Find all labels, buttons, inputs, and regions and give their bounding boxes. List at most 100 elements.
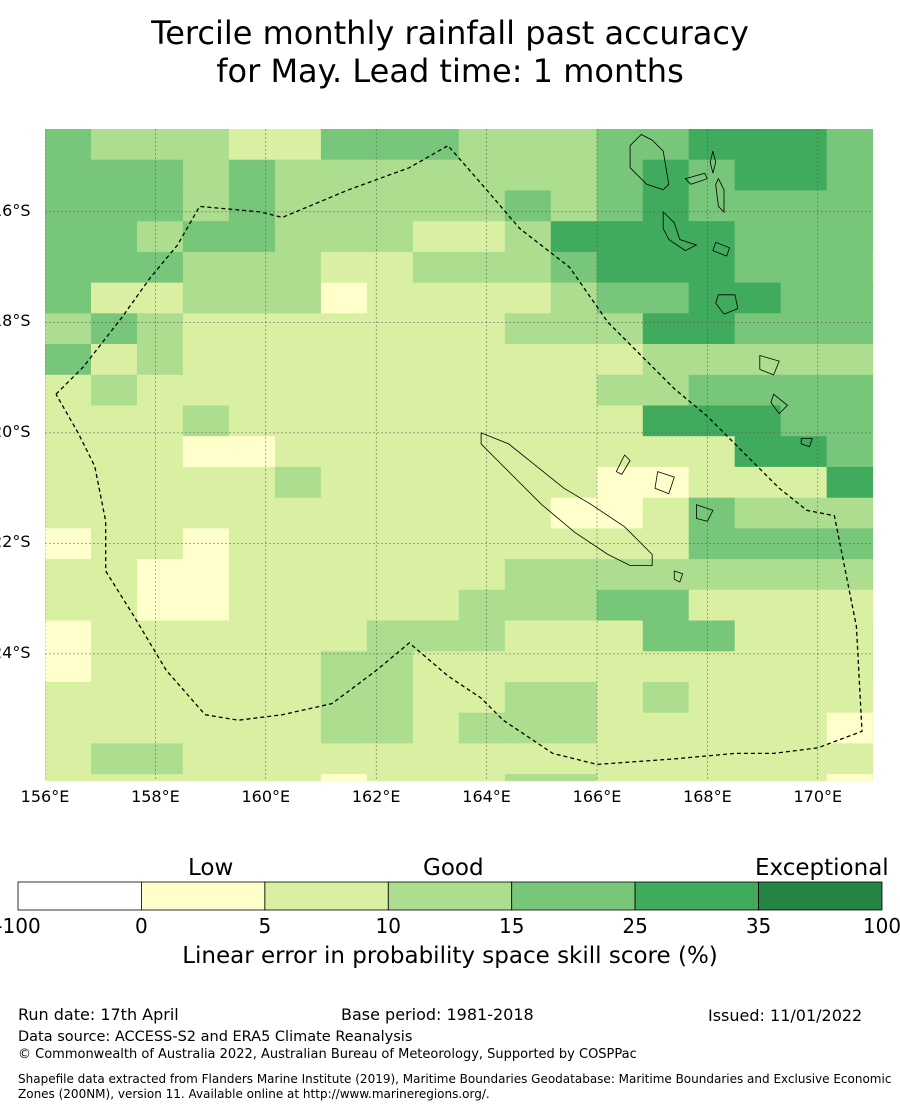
skill-cell bbox=[137, 651, 184, 683]
skill-cell bbox=[504, 682, 552, 714]
skill-cell bbox=[228, 497, 276, 529]
skill-cell bbox=[872, 774, 873, 781]
skill-cell bbox=[91, 620, 138, 652]
skill-cell bbox=[320, 466, 368, 499]
skill-cell bbox=[688, 251, 736, 284]
skill-cell bbox=[780, 528, 828, 560]
skill-cell bbox=[504, 559, 552, 591]
skill-cell bbox=[734, 159, 782, 191]
skill-cell bbox=[688, 528, 736, 560]
skill-cell bbox=[458, 159, 506, 191]
skill-cell bbox=[872, 190, 873, 222]
skill-cell bbox=[91, 682, 138, 714]
skill-cell bbox=[872, 466, 873, 499]
skill-cell bbox=[45, 712, 92, 744]
isle-of-pines-island bbox=[673, 570, 684, 583]
skill-cell bbox=[688, 620, 736, 652]
skill-cell bbox=[826, 528, 873, 560]
skill-cell bbox=[182, 774, 230, 781]
skill-cell bbox=[550, 436, 598, 468]
skill-cell bbox=[780, 129, 828, 161]
eez-boundary bbox=[55, 144, 863, 766]
skill-cell bbox=[734, 436, 782, 468]
skill-cell bbox=[550, 651, 598, 683]
skill-cell bbox=[688, 589, 736, 622]
skill-cell bbox=[458, 129, 506, 161]
skill-cell bbox=[228, 405, 276, 437]
run-date: Run date: 17th April bbox=[18, 1005, 179, 1024]
skill-cell bbox=[91, 805, 138, 830]
skill-cell bbox=[228, 712, 276, 744]
skill-cell bbox=[91, 528, 138, 560]
efate-island bbox=[715, 294, 739, 315]
skill-cell bbox=[274, 436, 322, 468]
skill-cell bbox=[412, 712, 460, 744]
lon-tick-label: 158°E bbox=[131, 787, 180, 806]
skill-cell bbox=[274, 159, 322, 191]
skill-cell bbox=[182, 743, 230, 775]
skill-cell bbox=[826, 497, 873, 529]
skill-cell bbox=[274, 743, 322, 775]
skill-cell bbox=[320, 743, 368, 775]
skill-cell bbox=[137, 497, 184, 529]
colorbar-bin bbox=[387, 881, 513, 911]
skill-cell bbox=[412, 497, 460, 529]
colorbar-bin bbox=[634, 881, 759, 911]
skill-cell bbox=[320, 436, 368, 468]
skill-cell bbox=[366, 466, 414, 499]
skill-cell bbox=[596, 682, 644, 714]
skill-cell bbox=[274, 528, 322, 560]
lifou-island bbox=[654, 471, 675, 495]
skill-cell bbox=[91, 497, 138, 529]
skill-cell bbox=[412, 436, 460, 468]
skill-cell bbox=[45, 743, 92, 775]
skill-cell bbox=[458, 497, 506, 529]
skill-cell bbox=[320, 497, 368, 529]
skill-cell bbox=[780, 466, 828, 499]
skill-cell bbox=[688, 221, 736, 253]
skill-cell bbox=[366, 344, 414, 376]
skill-cell bbox=[45, 651, 92, 683]
skill-cell bbox=[734, 528, 782, 560]
skill-cell bbox=[826, 190, 873, 222]
skill-cell bbox=[780, 497, 828, 529]
skill-cell bbox=[412, 528, 460, 560]
skill-cell bbox=[91, 313, 138, 345]
skill-cell bbox=[366, 129, 414, 161]
skill-cell bbox=[826, 651, 873, 683]
skill-cell bbox=[228, 313, 276, 345]
skill-cell bbox=[458, 374, 506, 407]
ambae-island bbox=[684, 172, 708, 185]
skill-cell bbox=[734, 282, 782, 314]
ouvea-island bbox=[615, 454, 631, 475]
skill-cell bbox=[91, 282, 138, 314]
skill-cell bbox=[137, 190, 184, 222]
skill-cell bbox=[320, 405, 368, 437]
skill-cell bbox=[182, 620, 230, 652]
skill-cell bbox=[596, 282, 644, 314]
skill-cell bbox=[872, 682, 873, 714]
skill-cell bbox=[228, 743, 276, 775]
skill-cell bbox=[688, 313, 736, 345]
skill-cell bbox=[412, 559, 460, 591]
skill-cell bbox=[781, 805, 828, 830]
base-period: Base period: 1981-2018 bbox=[341, 1005, 534, 1024]
skill-cell bbox=[596, 436, 644, 468]
skill-cell bbox=[366, 190, 414, 222]
colorbar-bin bbox=[511, 881, 636, 911]
skill-cell bbox=[366, 282, 414, 314]
skill-cell bbox=[734, 405, 782, 437]
skill-cell bbox=[366, 712, 414, 744]
skill-cell bbox=[274, 190, 322, 222]
skill-cell bbox=[872, 313, 873, 345]
lon-tick-label: 166°E bbox=[572, 787, 622, 806]
skill-cell bbox=[182, 282, 230, 314]
skill-cell bbox=[734, 620, 782, 652]
skill-cell bbox=[826, 251, 873, 284]
lon-tick-label: 170°E bbox=[793, 787, 843, 806]
colorbar-bin bbox=[758, 881, 883, 911]
skill-cell bbox=[366, 774, 414, 781]
title-line-2: for May. Lead time: 1 months bbox=[216, 52, 684, 90]
skill-cell bbox=[458, 344, 506, 376]
skill-cell bbox=[688, 743, 736, 775]
